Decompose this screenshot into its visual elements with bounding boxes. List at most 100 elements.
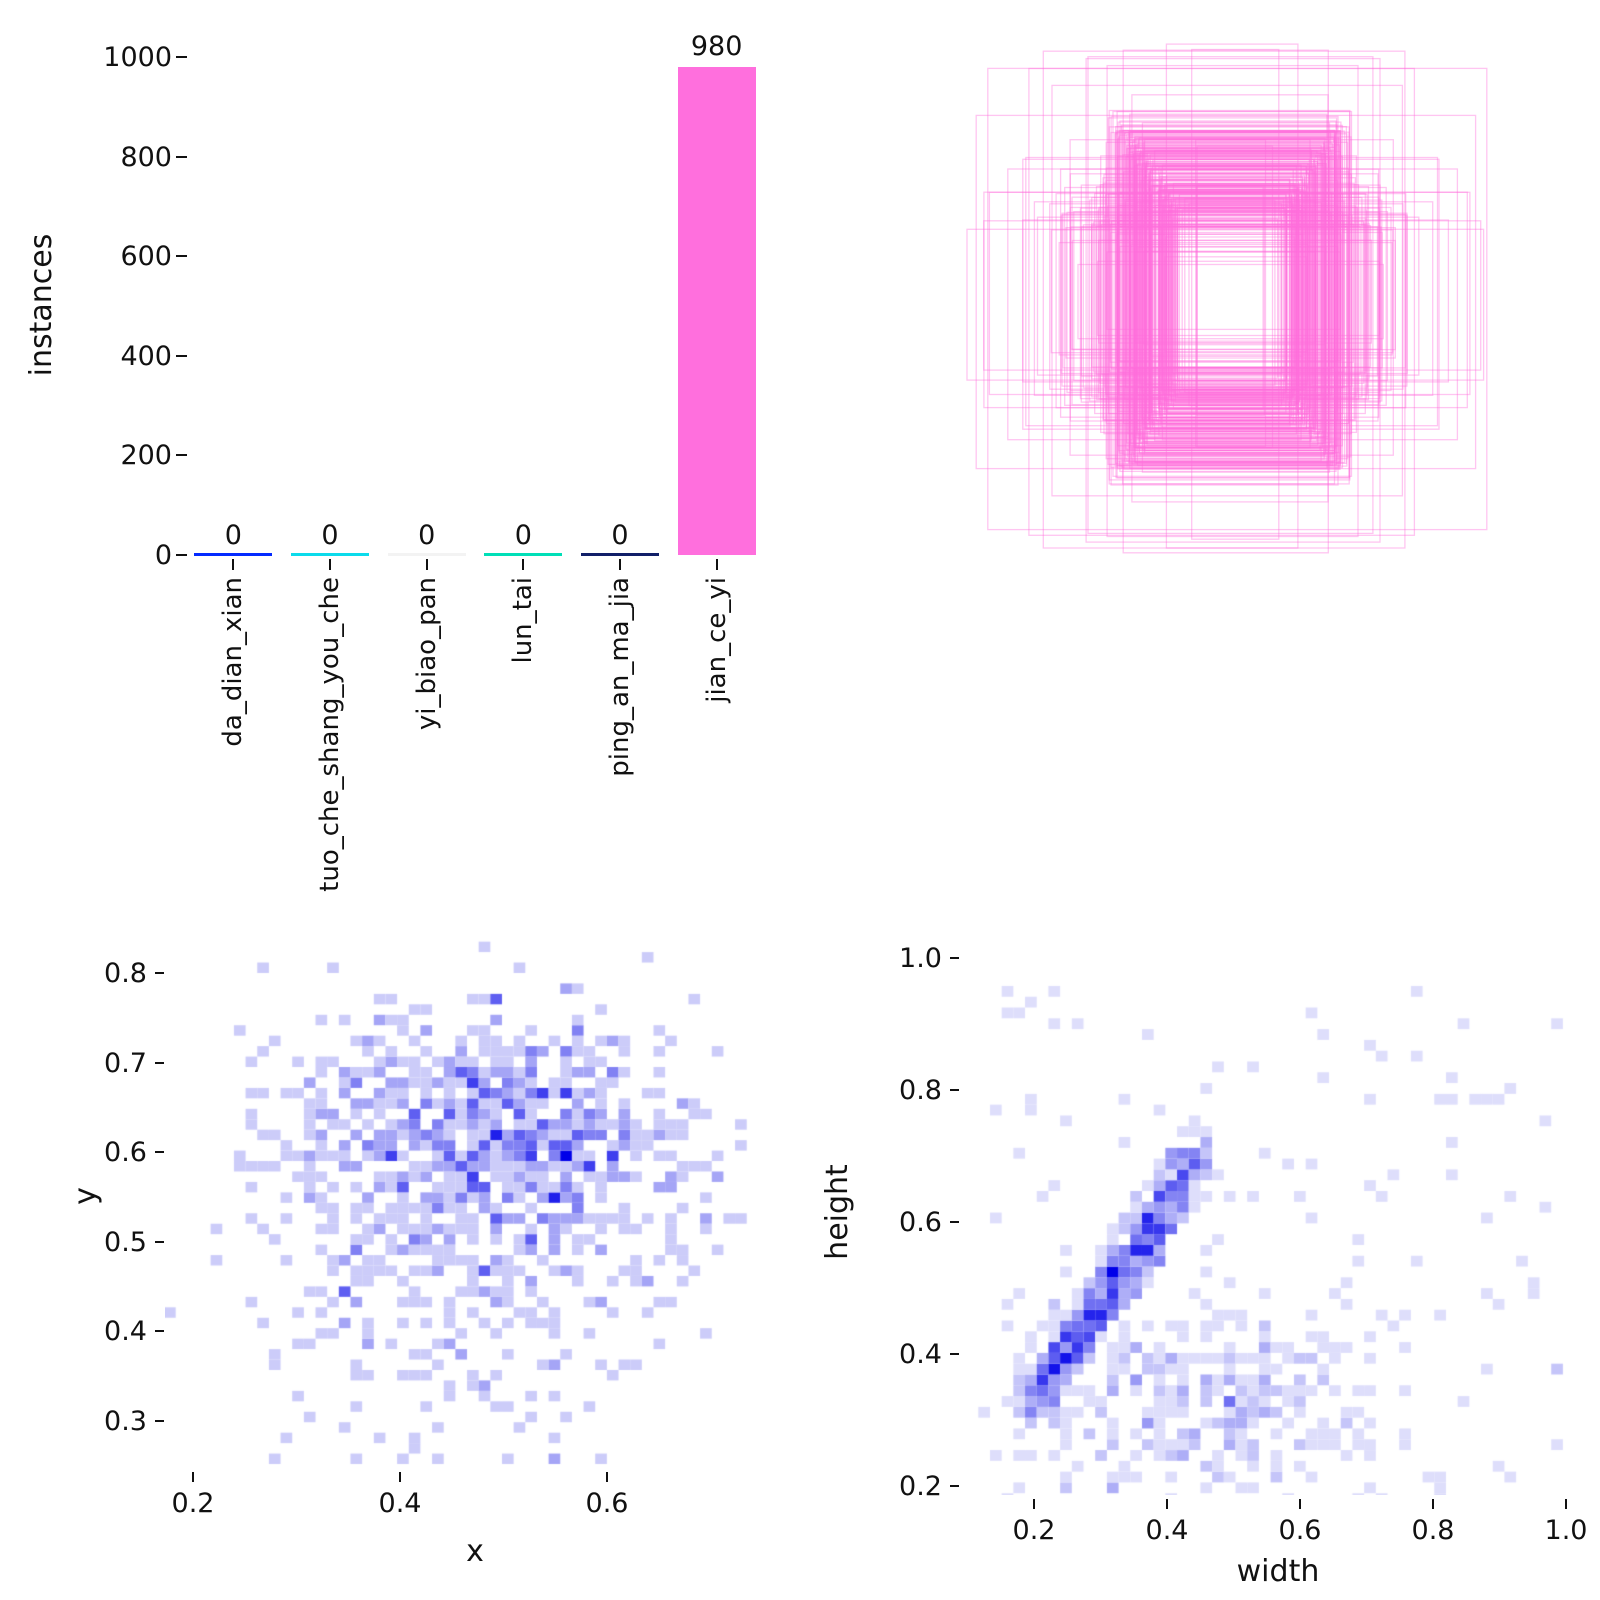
bounding-box-outline: [1118, 136, 1336, 452]
bounding-box-outline: [1137, 211, 1344, 389]
bounding-box-outline: [1070, 226, 1382, 350]
bounding-box-outline: [1106, 205, 1356, 398]
bounding-box-outline: [1142, 150, 1318, 443]
hist-ytick-label: 0.4: [104, 1316, 147, 1348]
bounding-box-outline: [1129, 113, 1328, 470]
bounding-box-outline: [1141, 122, 1331, 473]
bounding-box-outline: [1161, 210, 1304, 391]
bounding-box-outline: [1135, 158, 1310, 436]
bounding-box-outline: [1172, 208, 1287, 394]
bounding-box-outline: [1097, 209, 1368, 400]
bounding-box-outline: [1181, 209, 1282, 390]
bounding-box-outline: [1079, 207, 1381, 400]
bounding-box-outline: [1119, 129, 1336, 467]
bounding-box-outline: [1168, 189, 1298, 409]
bounding-box-outline: [1161, 199, 1300, 402]
bar-value-label: 980: [690, 30, 743, 62]
bar-xtick-mark: [522, 559, 525, 570]
bar-ytick-label: 800: [120, 141, 172, 173]
bar-xtick-label-yi_biao_pan: yi_biao_pan: [411, 577, 442, 731]
bounding-box-outline: [1135, 146, 1336, 448]
bounding-box-outline: [1131, 150, 1342, 439]
bar-value-label: 0: [321, 520, 339, 551]
hist-ytick-mark: [950, 1221, 959, 1223]
bounding-box-outline: [1171, 218, 1283, 375]
hist-xtick-mark: [1432, 1499, 1434, 1509]
bounding-box-outline: [1170, 197, 1298, 406]
bounding-box-outline: [1148, 167, 1311, 421]
bounding-box-outline: [1144, 168, 1294, 425]
bounding-box-outline: [1148, 185, 1297, 426]
bounding-box-outline: [1124, 139, 1325, 460]
bar-ytick-label: 200: [120, 440, 172, 472]
hist-ytick-mark: [155, 1061, 164, 1064]
hist-ytick-label: 0.4: [899, 1339, 942, 1370]
bounding-box-outline: [1124, 200, 1345, 389]
bounding-box-outline: [1130, 145, 1330, 460]
bounding-box-outline: [1121, 124, 1344, 469]
bounding-box-outline: [987, 67, 1488, 531]
bounding-box-outline: [1151, 190, 1298, 412]
bounding-box-outline: [1132, 146, 1335, 458]
bounding-box-outline: [1144, 165, 1317, 430]
bounding-box-outline: [1117, 121, 1342, 463]
bounding-box-outline: [1169, 207, 1288, 381]
hist-xtick-label: 0.6: [585, 1488, 629, 1519]
bar-xtick-label-jian_ce_yi: jian_ce_yi: [701, 577, 732, 703]
bounding-box-outline: [1145, 162, 1309, 419]
bounding-box-outline: [1124, 131, 1332, 465]
hist-xtick-mark: [399, 1472, 401, 1482]
bounding-box-outline: [1149, 153, 1317, 432]
bar-ytick-label: 0: [154, 540, 172, 571]
bounding-box-outline: [1144, 207, 1313, 386]
bar-value-label: 0: [224, 520, 242, 551]
bounding-box-outline: [1165, 191, 1306, 414]
bounding-box-outline: [1129, 136, 1335, 463]
bounding-box-outline: [1135, 150, 1333, 447]
bounding-box-outline: [1123, 132, 1337, 462]
bounding-box-outline: [1145, 165, 1308, 431]
hist-ytick-mark: [155, 1240, 164, 1243]
bounding-box-outline: [1126, 147, 1332, 444]
bounding-box-outline: [1110, 115, 1339, 486]
bounding-box-outline: [1092, 221, 1365, 373]
bounding-box-outline: [1118, 220, 1345, 373]
bounding-box-outline: [1095, 225, 1361, 375]
bounding-box-outline: [1125, 134, 1336, 451]
bar-ytick-mark: [176, 554, 187, 556]
bounding-box-outline: [1133, 152, 1326, 445]
bounding-box-outline: [1168, 192, 1287, 392]
hist-xtick-mark: [1166, 1499, 1168, 1509]
bar-xtick-mark: [715, 559, 718, 570]
bar-ytick-mark: [176, 454, 187, 457]
bounding-box-outline: [1122, 154, 1327, 456]
bounding-box-outline: [1177, 207, 1286, 383]
bounding-box-outline: [1171, 201, 1301, 403]
bounding-box-outline: [1168, 201, 1294, 397]
hist-ytick-label: 0.5: [104, 1226, 147, 1258]
bar-value-label: 0: [418, 520, 436, 551]
bounding-box-outline: [1126, 227, 1335, 372]
bounding-box-outline: [1117, 204, 1338, 413]
bounding-box-outline: [1140, 179, 1304, 419]
bounding-box-outline: [1153, 185, 1299, 414]
bounding-box-outline: [1025, 156, 1439, 427]
bounding-box-outline: [1159, 182, 1299, 404]
bounding-box-outline: [1159, 175, 1306, 419]
bar-ytick-label: 400: [120, 340, 172, 372]
bar-y-axis-title: instances: [24, 233, 59, 377]
hist-ytick-mark: [950, 1089, 959, 1091]
bounding-box-outline: [1196, 184, 1265, 417]
bounding-box-outline: [1158, 186, 1303, 410]
bounding-box-outline: [1114, 125, 1348, 464]
bounding-box-outline: [1141, 162, 1313, 425]
bounding-box-outline: [1082, 224, 1368, 389]
bounding-box-outline: [1151, 184, 1308, 415]
bounding-box-outline: [1155, 165, 1307, 419]
bounding-box-outline: [1114, 133, 1348, 467]
bounding-box-outline: [1164, 256, 1308, 353]
bounding-box-outline: [1188, 202, 1283, 407]
bounding-box-outline: [1102, 182, 1355, 421]
bounding-box-outline: [1126, 144, 1322, 462]
hist-xtick-label: 0.2: [1012, 1515, 1056, 1546]
